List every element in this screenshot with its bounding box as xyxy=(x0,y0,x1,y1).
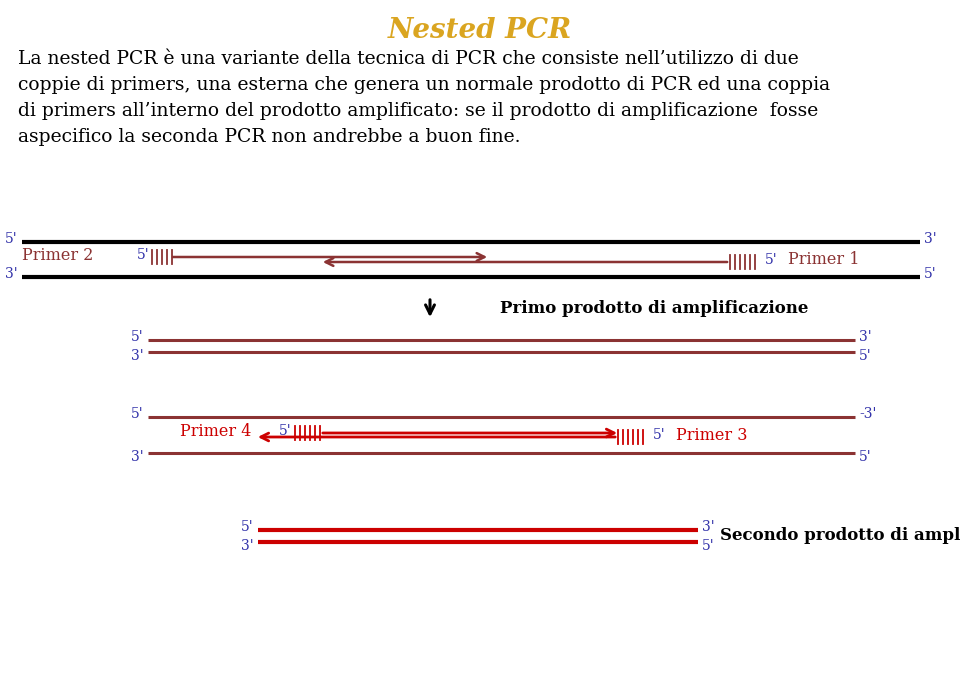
Text: 5': 5' xyxy=(6,232,18,246)
Text: Primo prodotto di amplificazione: Primo prodotto di amplificazione xyxy=(500,300,808,317)
Text: 3': 3' xyxy=(702,520,714,534)
Text: 3': 3' xyxy=(241,539,254,553)
Text: 5': 5' xyxy=(279,424,292,438)
Text: di primers all’interno del prodotto amplificato: se il prodotto di amplificazion: di primers all’interno del prodotto ampl… xyxy=(18,102,818,120)
Text: Primer 2: Primer 2 xyxy=(22,247,93,263)
Text: coppie di primers, una esterna che genera un normale prodotto di PCR ed una copp: coppie di primers, una esterna che gener… xyxy=(18,76,830,94)
Text: 5': 5' xyxy=(241,520,254,534)
Text: Primer 4: Primer 4 xyxy=(180,423,252,439)
Text: Primer 1: Primer 1 xyxy=(788,252,859,268)
Text: 5': 5' xyxy=(924,267,937,281)
Text: 5': 5' xyxy=(132,407,144,421)
Text: 3': 3' xyxy=(132,450,144,464)
Text: Secondo prodotto di amplificazione: Secondo prodotto di amplificazione xyxy=(720,528,960,544)
Text: 3': 3' xyxy=(132,349,144,363)
Text: 5': 5' xyxy=(765,253,778,267)
Text: aspecifico la seconda PCR non andrebbe a buon fine.: aspecifico la seconda PCR non andrebbe a… xyxy=(18,128,520,146)
Text: 5': 5' xyxy=(702,539,714,553)
Text: 5': 5' xyxy=(653,428,665,442)
Text: 5': 5' xyxy=(859,349,872,363)
Text: 5': 5' xyxy=(132,330,144,344)
Text: 5': 5' xyxy=(859,450,872,464)
Text: 3': 3' xyxy=(924,232,937,246)
Text: 3': 3' xyxy=(6,267,18,281)
Text: -3': -3' xyxy=(859,407,876,421)
Text: 3': 3' xyxy=(859,330,872,344)
Text: Nested PCR: Nested PCR xyxy=(388,17,572,44)
Text: La nested PCR è una variante della tecnica di PCR che consiste nell’utilizzo di : La nested PCR è una variante della tecni… xyxy=(18,50,799,68)
Text: 5': 5' xyxy=(136,248,149,262)
Text: Primer 3: Primer 3 xyxy=(676,427,748,443)
